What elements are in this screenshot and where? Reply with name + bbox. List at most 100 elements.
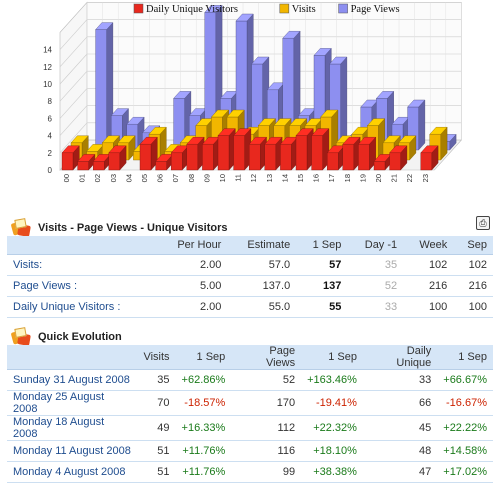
x-tick-label: 07 (171, 174, 180, 182)
bar-top (357, 136, 377, 145)
date-link[interactable]: Monday 4 August 2008 (7, 461, 138, 483)
bar-top (295, 128, 314, 136)
bar-top (210, 109, 230, 118)
bar-top (101, 135, 120, 144)
bar (217, 128, 236, 171)
x-tick-label: 20 (374, 174, 383, 182)
pageviews-change-cell: +22.32% (301, 415, 363, 441)
bar-top (61, 145, 80, 154)
export-icon[interactable]: ⎙ (476, 216, 490, 230)
day-minus-1-cell: 33 (347, 296, 404, 318)
bar-top (407, 99, 426, 108)
bar (108, 145, 127, 171)
bar-front (170, 152, 183, 171)
y-tick-label: 6 (48, 114, 53, 123)
summary-col-header: Sep (453, 236, 493, 255)
row-label: Page Views : (7, 275, 157, 297)
evolution-col-header: 1 Sep (301, 345, 363, 370)
bar-top (398, 135, 417, 144)
evolution-header-row: Visits 1 Sep Page Views 1 Sep Daily Uniq… (7, 345, 493, 370)
legend-label: Daily Unique Visitors (146, 4, 238, 15)
x-tick-label: 01 (78, 174, 87, 182)
y-tick-label: 14 (43, 46, 52, 55)
summary-col-header: Week (403, 236, 454, 255)
y-tick-label: 0 (48, 166, 53, 175)
per-hour-cell: 2.00 (156, 296, 228, 318)
date-link[interactable]: Monday 18 August 2008 (7, 415, 138, 441)
table-row: Monday 11 August 2008 51 +11.76% 116 +18… (7, 440, 493, 462)
bar-front (92, 161, 105, 171)
x-tick-label: 19 (358, 174, 367, 182)
unique-cell: 47 (362, 461, 438, 483)
evolution-section-header: Quick Evolution (10, 326, 122, 348)
date-link[interactable]: Monday 11 August 2008 (7, 440, 138, 462)
bar (279, 136, 299, 171)
estimate-cell: 55.0 (227, 296, 297, 318)
visits-cell: 51 (137, 461, 176, 483)
bar-front (95, 29, 107, 151)
bar (407, 99, 426, 151)
bar-front (139, 143, 152, 171)
x-tick-label: 10 (218, 174, 227, 182)
chart-legend: Daily Unique Visitors Visits Page Views (133, 3, 400, 15)
visits-cell: 35 (137, 369, 176, 391)
day-minus-1-cell: 52 (347, 275, 404, 297)
x-tick-label: 14 (280, 174, 289, 182)
date-link[interactable]: Sunday 31 August 2008 (7, 369, 138, 391)
unique-change-cell: -16.67% (437, 390, 493, 416)
day-minus-1-cell: 35 (347, 254, 404, 276)
bar (77, 153, 96, 171)
table-row: Page Views : 5.00 137.0 137 52 216 216 (7, 275, 493, 297)
visits-change-cell: +62.86% (175, 369, 232, 391)
table-row: Monday 25 August 2008 70 -18.57% 170 -19… (7, 390, 493, 416)
bar (389, 145, 408, 171)
x-tick-label: 13 (265, 174, 274, 182)
evolution-col-header: Daily Unique (362, 345, 438, 370)
bar-top (382, 135, 401, 144)
pageviews-cell: 116 (231, 440, 302, 462)
y-gridline-side (59, 53, 88, 85)
bar-top (273, 118, 292, 126)
unique-change-cell: +22.22% (437, 415, 493, 441)
pageviews-change-cell: -19.41% (301, 390, 363, 416)
unique-cell: 33 (362, 369, 438, 391)
x-tick-label: 11 (234, 174, 243, 182)
unique-cell: 48 (362, 440, 438, 462)
bar-front (389, 152, 401, 171)
bar-top (77, 154, 96, 162)
sep-cell: 100 (453, 296, 493, 318)
table-row: Sunday 31 August 2008 35 +62.86% 52 +163… (7, 369, 493, 391)
bar-top (139, 136, 158, 145)
unique-cell: 66 (362, 390, 438, 416)
row-label: Daily Unique Visitors : (7, 296, 157, 318)
summary-title: Visits - Page Views - Unique Visitors (38, 222, 228, 234)
bar-top (233, 128, 252, 136)
x-tick-label: 03 (109, 174, 118, 182)
bar-front (311, 135, 323, 171)
bar-front (280, 143, 292, 171)
bar-top (282, 31, 301, 39)
x-tick-label: 00 (62, 174, 71, 182)
bar-front (202, 143, 214, 171)
y-gridline-side (59, 88, 88, 119)
date-link[interactable]: Monday 25 August 2008 (7, 390, 138, 416)
bar-top (235, 13, 254, 22)
visits-change-cell: +11.76% (175, 461, 232, 483)
summary-col-header: Estimate (227, 236, 297, 255)
bar-front (217, 135, 230, 171)
unique-change-cell: +14.58% (437, 440, 493, 462)
summary-col-header: 1 Sep (296, 236, 348, 255)
bar-top (420, 145, 439, 154)
pageviews-change-cell: +163.46% (301, 369, 363, 391)
evolution-col-header: Visits (137, 345, 176, 370)
chart-pie-icon (10, 327, 32, 347)
x-tick-label: 23 (421, 174, 430, 182)
bar-top (217, 128, 236, 136)
sep1-cell: 137 (296, 275, 348, 297)
y-tick-label: 10 (43, 80, 52, 89)
bar-front (358, 143, 370, 171)
bar-top (389, 145, 408, 154)
bar (311, 128, 330, 171)
pageviews-change-cell: +18.10% (301, 440, 363, 462)
